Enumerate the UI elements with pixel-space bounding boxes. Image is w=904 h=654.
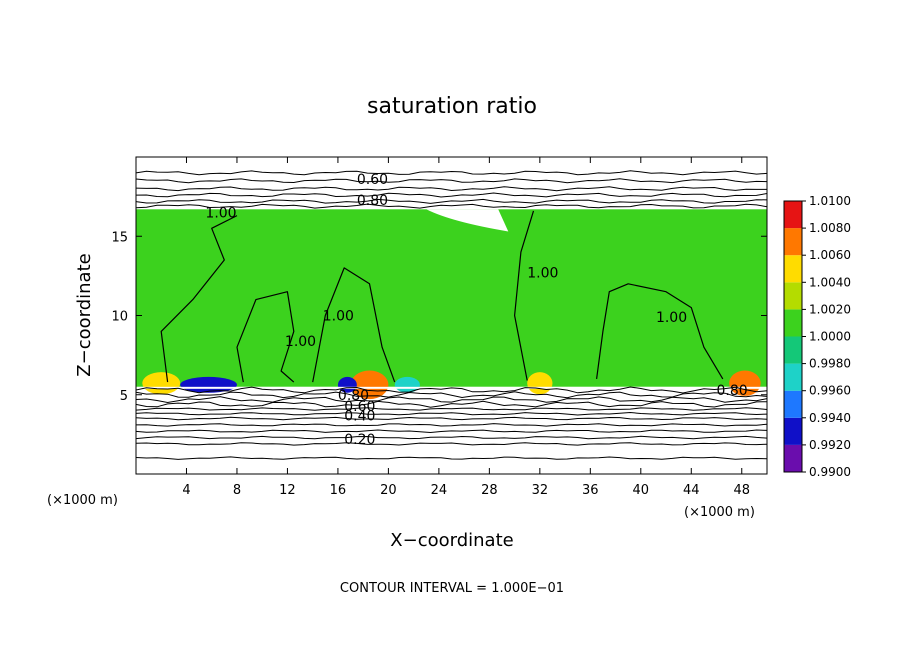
contour-line bbox=[135, 391, 768, 399]
colorbar-swatch bbox=[784, 282, 802, 310]
x-tick-label: 20 bbox=[380, 483, 397, 498]
contour-line bbox=[514, 210, 535, 381]
contour-line bbox=[160, 215, 238, 383]
contour-label: 0.40 bbox=[344, 408, 375, 424]
x-tick-label: 36 bbox=[582, 483, 599, 498]
colorbar-label: 0.9900 bbox=[809, 465, 851, 479]
colorbar-swatch bbox=[784, 336, 802, 364]
contour-line bbox=[135, 186, 767, 192]
contour-line bbox=[135, 456, 768, 460]
contour-label: 0.80 bbox=[717, 383, 748, 399]
colorbar-swatch bbox=[784, 444, 802, 472]
contour-label: 0.60 bbox=[357, 172, 388, 188]
colorbar-swatch bbox=[784, 255, 802, 283]
contour-label: 0.80 bbox=[338, 388, 369, 404]
contour-line bbox=[135, 178, 768, 184]
x-axis-ticks: 4 8 12 16 20 24 28 32 36 40 44 48 bbox=[182, 157, 750, 498]
colorbar-label: 0.9940 bbox=[809, 411, 851, 425]
contour-label: 1.00 bbox=[323, 309, 354, 325]
contour-label: 0.80 bbox=[357, 193, 388, 209]
contour-line bbox=[135, 386, 768, 394]
colorbar-label: 1.0040 bbox=[809, 275, 851, 289]
x-tick-label: 40 bbox=[633, 483, 650, 498]
x-tick-label: 4 bbox=[182, 483, 190, 498]
contour-line bbox=[135, 198, 768, 204]
chart-title: saturation ratio bbox=[367, 94, 537, 119]
colorbar-swatch bbox=[784, 363, 802, 391]
contour-label: 1.00 bbox=[285, 334, 316, 350]
x-tick-label: 32 bbox=[532, 483, 549, 498]
x-unit-right: (×1000 m) bbox=[684, 505, 755, 520]
contour-interval-footer: CONTOUR INTERVAL = 1.000E−01 bbox=[340, 581, 564, 596]
contour-label: 0.20 bbox=[344, 432, 375, 448]
clear-air-patch bbox=[426, 209, 509, 232]
x-tick-label: 44 bbox=[683, 483, 700, 498]
colorbar-label: 1.0080 bbox=[809, 221, 851, 235]
colorbar-label: 0.9960 bbox=[809, 384, 851, 398]
y-axis-ticks: 5 10 15 bbox=[111, 230, 767, 404]
colorbar-label: 1.0000 bbox=[809, 330, 851, 344]
contour-line bbox=[135, 396, 768, 404]
contour-line bbox=[135, 429, 768, 434]
y-tick-label: 15 bbox=[111, 230, 128, 245]
colorbar: 0.9900 0.9920 0.9940 0.9960 0.9980 1.0000 1.00… bbox=[783, 194, 851, 479]
field-anomaly bbox=[350, 370, 389, 400]
field-anomaly bbox=[142, 372, 181, 395]
x-unit-left: (×1000 m) bbox=[47, 493, 118, 508]
colorbar-label: 0.9980 bbox=[809, 357, 851, 371]
colorbar-label: 0.9920 bbox=[809, 438, 851, 452]
y-axis-title: Z−coordinate bbox=[74, 253, 95, 376]
contour-line bbox=[312, 267, 396, 383]
contour-label: 1.00 bbox=[205, 205, 236, 221]
saturation-field bbox=[136, 209, 767, 400]
contour-line bbox=[135, 170, 768, 176]
x-tick-label: 28 bbox=[481, 483, 498, 498]
contour-line bbox=[135, 407, 768, 411]
contour-line bbox=[135, 423, 768, 427]
x-axis-title: X−coordinate bbox=[390, 530, 513, 551]
contour-lines bbox=[135, 170, 768, 460]
contour-line bbox=[135, 203, 768, 209]
plot-area: 0.600.801.001.001.001.001.000.800.600.40… bbox=[135, 156, 768, 475]
colorbar-label: 1.0060 bbox=[809, 248, 851, 262]
contour-label: 1.00 bbox=[656, 310, 687, 326]
x-tick-label: 24 bbox=[431, 483, 448, 498]
x-tick-label: 8 bbox=[233, 483, 241, 498]
colorbar-swatch bbox=[784, 417, 802, 445]
colorbar-label: 1.0020 bbox=[809, 302, 851, 316]
x-tick-label: 12 bbox=[279, 483, 296, 498]
contour-line bbox=[236, 291, 295, 383]
contour-line bbox=[135, 411, 768, 416]
colorbar-swatch bbox=[784, 228, 802, 256]
cloud-layer-fill bbox=[136, 209, 767, 387]
colorbar-swatch bbox=[784, 390, 802, 418]
contour-line bbox=[135, 416, 768, 421]
contour-line bbox=[135, 442, 768, 446]
x-tick-label: 16 bbox=[330, 483, 347, 498]
y-tick-label: 5 bbox=[120, 389, 128, 404]
colorbar-swatch bbox=[784, 309, 802, 337]
colorbar-swatch bbox=[784, 201, 802, 229]
contour-label: 0.60 bbox=[344, 399, 375, 415]
contour-line bbox=[135, 435, 768, 440]
x-tick-label: 48 bbox=[733, 483, 750, 498]
contour-labels: 0.600.801.001.001.001.001.000.800.600.40… bbox=[205, 172, 747, 448]
field-anomaly bbox=[527, 372, 553, 395]
contour-label: 1.00 bbox=[527, 266, 558, 282]
colorbar-label: 1.0100 bbox=[809, 194, 851, 208]
contour-line bbox=[135, 192, 768, 198]
contour-line bbox=[596, 283, 724, 380]
field-anomaly bbox=[729, 370, 761, 396]
y-tick-label: 10 bbox=[111, 310, 128, 325]
contour-line bbox=[135, 400, 768, 408]
